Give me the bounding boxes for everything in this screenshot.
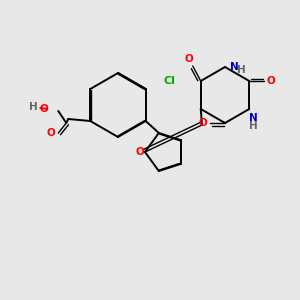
Text: Cl: Cl xyxy=(164,76,176,86)
Text: O: O xyxy=(47,128,56,138)
Text: O: O xyxy=(184,54,193,64)
Text: H: H xyxy=(237,65,246,75)
Text: O: O xyxy=(136,147,144,157)
Text: H: H xyxy=(249,121,258,131)
Text: O: O xyxy=(40,104,49,114)
Text: O: O xyxy=(267,76,276,86)
Text: N: N xyxy=(230,62,239,72)
Text: O: O xyxy=(199,118,207,128)
Text: N: N xyxy=(249,113,258,123)
Text: H: H xyxy=(29,102,38,112)
